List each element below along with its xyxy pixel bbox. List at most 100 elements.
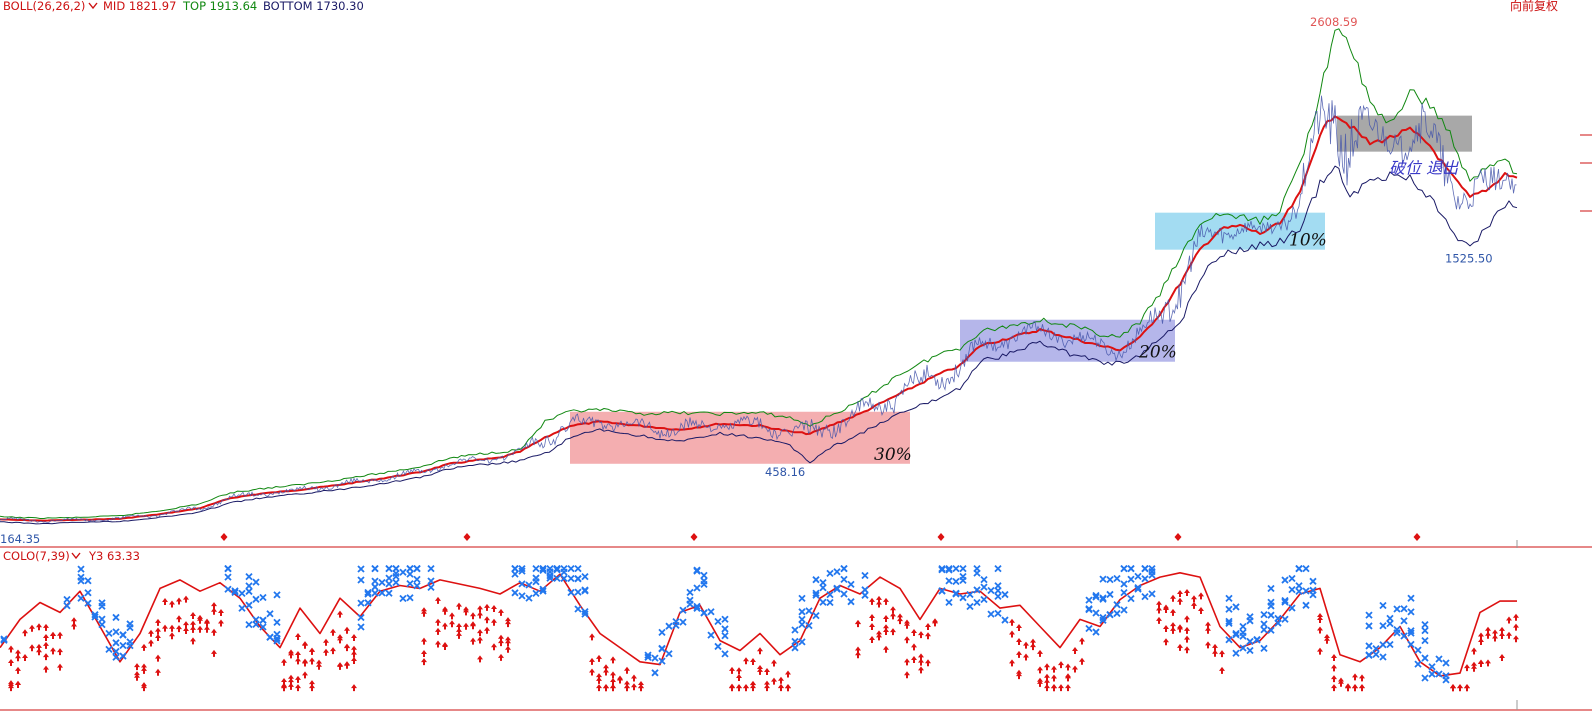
up-marker [876, 595, 882, 603]
down-marker [1400, 632, 1408, 640]
chevron-down-icon[interactable] [88, 2, 98, 10]
up-marker [211, 602, 217, 610]
down-marker [1232, 649, 1240, 657]
down-marker [581, 586, 589, 594]
up-marker [484, 616, 490, 624]
value-label: 164.35 [0, 532, 40, 546]
up-marker [22, 654, 28, 662]
price-layer [0, 95, 1517, 524]
chevron-down-icon[interactable] [71, 552, 81, 560]
up-marker [71, 622, 77, 630]
boll-legend-name[interactable]: BOLL(26,26,2) [3, 0, 85, 13]
down-marker [518, 567, 526, 575]
down-marker [259, 616, 267, 624]
down-marker [1260, 644, 1268, 653]
down-marker [1092, 593, 1100, 601]
down-marker [959, 594, 967, 602]
up-marker [610, 671, 616, 679]
down-marker [952, 589, 960, 597]
up-marker [57, 663, 63, 671]
up-marker [442, 606, 448, 614]
up-marker [421, 658, 427, 666]
up-marker [435, 618, 441, 626]
down-marker [245, 601, 253, 609]
up-marker [470, 637, 476, 645]
down-marker [413, 564, 421, 573]
down-marker [266, 610, 274, 618]
up-marker [1009, 618, 1015, 626]
down-marker [539, 566, 547, 574]
adjust-label[interactable]: 向前复权 [1510, 0, 1558, 13]
down-marker [413, 582, 421, 590]
down-marker [1379, 622, 1387, 630]
up-marker [309, 684, 315, 692]
down-marker [371, 577, 379, 585]
down-marker [812, 612, 820, 620]
up-marker [1037, 649, 1043, 657]
down-marker [371, 564, 379, 573]
down-marker [539, 587, 547, 595]
up-marker [470, 612, 476, 620]
down-marker [532, 564, 540, 573]
value-label: 1525.50 [1445, 252, 1493, 266]
up-marker [876, 633, 882, 641]
up-marker [589, 633, 595, 641]
down-marker [1127, 564, 1135, 573]
down-marker [91, 611, 99, 619]
up-marker [1478, 659, 1484, 667]
down-marker [399, 568, 407, 576]
signal-marker [937, 533, 945, 541]
down-marker [994, 582, 1002, 590]
up-marker [596, 654, 602, 662]
up-marker [1345, 684, 1351, 692]
zone-labels-layer: 30% 20% 10% 破位 退出 [874, 159, 1459, 465]
colo-legend-name[interactable]: COLO(7,39) [3, 549, 70, 563]
down-marker [1428, 663, 1436, 671]
up-marker [771, 659, 777, 667]
down-marker [406, 570, 414, 578]
zone-label: 10% [1289, 231, 1327, 251]
zone-label: 20% [1138, 343, 1177, 363]
up-marker [309, 680, 315, 688]
up-marker [1058, 684, 1064, 692]
up-marker [218, 608, 224, 616]
down-marker [1421, 626, 1429, 635]
down-marker [658, 644, 666, 652]
up-marker [638, 684, 644, 692]
up-marker [603, 668, 609, 676]
up-marker [8, 684, 14, 692]
up-marker [505, 639, 511, 647]
down-marker [1260, 620, 1268, 628]
up-marker [288, 651, 294, 659]
up-marker [8, 659, 14, 667]
up-marker [1506, 631, 1512, 639]
down-marker [679, 618, 687, 626]
down-marker [791, 626, 799, 634]
down-marker [84, 599, 92, 607]
down-marker [413, 575, 421, 583]
down-marker [1309, 577, 1317, 585]
up-marker [15, 680, 21, 688]
up-marker [463, 622, 469, 630]
down-marker [231, 588, 239, 597]
down-marker [1225, 605, 1233, 613]
up-marker [1170, 622, 1176, 630]
down-marker [378, 578, 386, 587]
up-marker [302, 659, 308, 667]
up-marker [771, 677, 777, 685]
up-marker [1499, 631, 1505, 639]
up-marker [155, 654, 161, 662]
up-marker [29, 624, 35, 632]
up-marker [1072, 665, 1078, 673]
up-marker [498, 608, 504, 616]
up-marker [491, 643, 497, 651]
down-marker [119, 641, 127, 650]
up-marker [323, 638, 329, 646]
down-marker [77, 577, 85, 585]
down-marker [1442, 659, 1450, 667]
down-marker [357, 613, 365, 622]
up-marker [1163, 638, 1169, 646]
up-marker [281, 658, 287, 666]
up-marker [1156, 600, 1162, 608]
up-marker [1044, 684, 1050, 692]
